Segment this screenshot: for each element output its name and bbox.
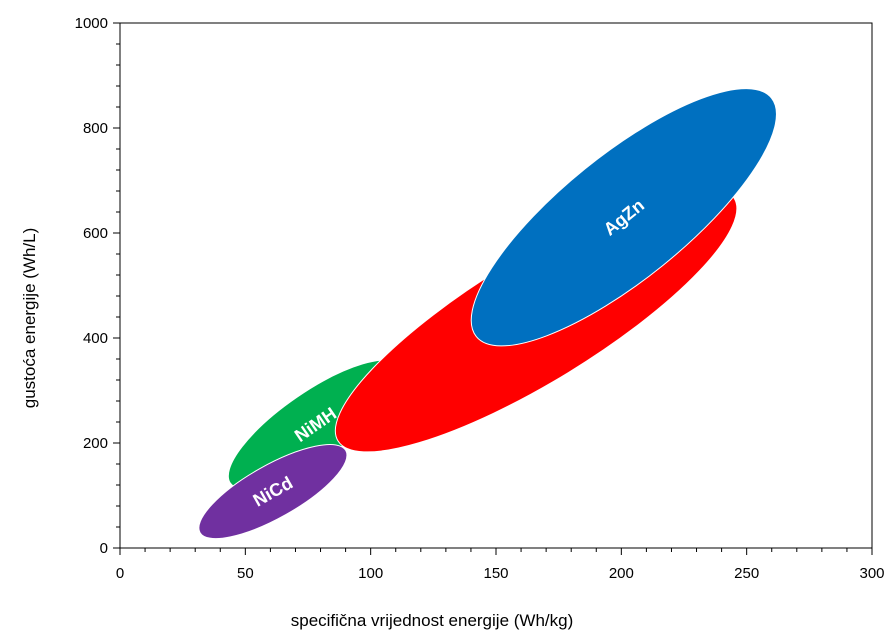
region-nicd-ellipse: [198, 444, 348, 540]
x-tick-label: 150: [483, 565, 508, 582]
region-agzn-ellipse: [470, 88, 777, 347]
x-tick-label: 200: [609, 565, 634, 582]
x-tick-label: 100: [358, 565, 383, 582]
y-tick-label: 400: [83, 330, 108, 347]
x-tick-label: 0: [116, 565, 124, 582]
labels: specifična vrijednost energije (Wh/kg) g…: [20, 228, 573, 630]
x-tick-label: 250: [734, 565, 759, 582]
region-nicd: NiCd: [198, 444, 348, 540]
x-tick-label: 300: [859, 565, 884, 582]
region-agzn: AgZn: [470, 88, 777, 347]
y-tick-label: 0: [100, 540, 108, 557]
y-tick-label: 600: [83, 225, 108, 242]
axes: 0 50 100 150 200 250 300 0 200 400 600 800 1000: [75, 15, 885, 582]
x-tick-label: 50: [237, 565, 254, 582]
y-tick-label: 1000: [75, 15, 108, 32]
y-tick-label: 200: [83, 435, 108, 452]
y-tick-label: 800: [83, 120, 108, 137]
y-axis-label: gustoća energije (Wh/L): [20, 228, 39, 408]
regions: NiMHNiCdLi-ionAgZn: [198, 88, 777, 540]
x-axis-label: specifična vrijednost energije (Wh/kg): [291, 611, 574, 630]
